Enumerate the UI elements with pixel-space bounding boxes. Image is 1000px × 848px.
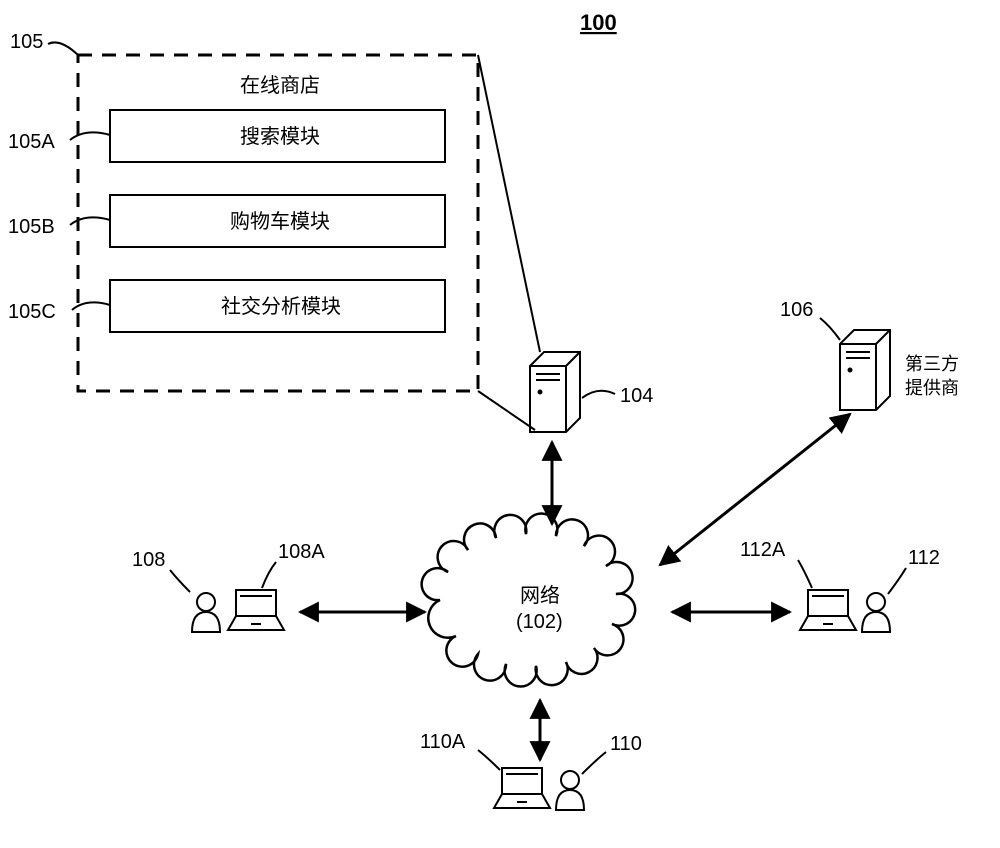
ref-110a: 110A [420,731,466,753]
server-main-icon [530,352,580,432]
module-label-cart: 购物车模块 [230,210,330,233]
user-right-laptop-icon [800,590,856,630]
figure-title: 100 [580,10,617,35]
user-right-person-icon [862,593,890,632]
ref-108a: 108A [278,541,325,563]
ref-112: 112 [908,547,940,569]
ref-104: 104 [620,385,653,407]
ref-105: 105 [10,31,43,53]
module-label-search: 搜索模块 [240,125,320,148]
third-party-label-2: 提供商 [905,378,959,398]
ref-102: (102) [516,611,563,633]
ref-110: 110 [610,733,642,755]
online-store-title: 在线商店 [240,74,320,97]
ref-105c: 105C [8,301,56,323]
user-left-laptop-icon [228,590,284,630]
user-bottom-laptop-icon [494,768,550,808]
ref-106: 106 [780,299,813,321]
network-label: 网络 [520,584,560,607]
ref-105b: 105B [8,216,55,238]
ref-112a: 112A [740,539,786,561]
user-left-person-icon [192,593,220,632]
module-label-social: 社交分析模块 [221,295,341,318]
ref-108: 108 [132,549,165,571]
server-third-party-icon [840,330,890,410]
third-party-label-1: 第三方 [905,354,959,374]
ref-105a: 105A [8,131,55,153]
user-bottom-person-icon [556,771,584,810]
